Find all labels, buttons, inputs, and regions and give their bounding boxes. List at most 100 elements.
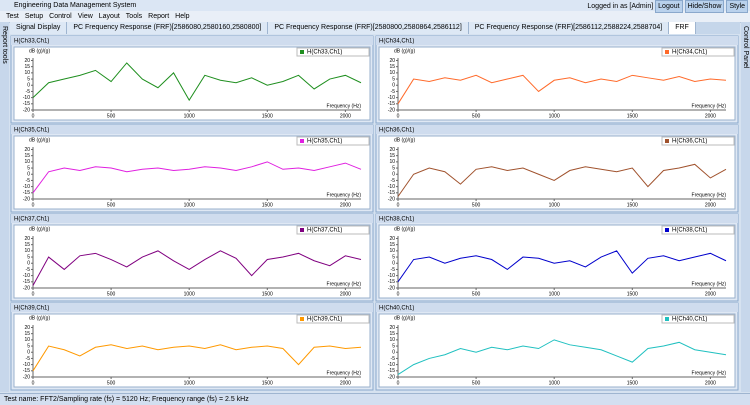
- legend-box: [661, 47, 735, 57]
- y-axis-label: dB (g)/(g): [394, 137, 415, 143]
- y-tick-label: 15: [389, 242, 395, 248]
- plot-box: [378, 224, 736, 299]
- menu-item[interactable]: Test: [6, 13, 19, 20]
- menu-item[interactable]: Report: [148, 13, 170, 20]
- y-tick-label: -15: [388, 368, 395, 374]
- button[interactable]: Hide/Show: [684, 0, 725, 13]
- panel-header: [11, 125, 373, 134]
- title-bar: Engineering Data Management System: [0, 0, 750, 11]
- legend-label: H(Ch39,Ch1): [307, 317, 342, 323]
- x-tick-label: 1000: [184, 113, 195, 119]
- y-tick-label: -15: [388, 101, 395, 107]
- left-toolbar[interactable]: Report tools: [0, 22, 9, 392]
- y-tick-label: 0: [27, 261, 30, 267]
- x-tick-label: 2000: [705, 202, 716, 208]
- left-tool-label[interactable]: Report tools: [1, 26, 8, 64]
- plot-box: [378, 135, 736, 210]
- y-tick-label: 10: [389, 248, 395, 254]
- panel: [375, 213, 739, 302]
- x-tick-label: 1500: [627, 202, 638, 208]
- y-tick-label: -5: [391, 356, 396, 362]
- button[interactable]: Logout: [655, 0, 683, 13]
- menu-item[interactable]: View: [77, 13, 93, 20]
- x-tick-label: 1000: [549, 380, 560, 386]
- y-tick-label: 0: [27, 172, 30, 178]
- plot-box: [13, 224, 371, 299]
- window-title: Engineering Data Management System: [14, 2, 137, 9]
- button[interactable]: Style: [726, 0, 748, 13]
- line: [397, 74, 727, 105]
- legend-swatch: [300, 50, 304, 54]
- y-axis-label: dB (g)/(g): [29, 315, 50, 321]
- legend-swatch: [300, 228, 304, 232]
- y-tick-label: 10: [389, 70, 395, 76]
- x-axis-label: Frequency (Hz): [327, 370, 362, 376]
- panel-header: [11, 214, 373, 223]
- y-tick-label: -10: [388, 184, 395, 190]
- legend-box: [661, 136, 735, 146]
- legend-label: H(Ch37,Ch1): [307, 228, 342, 234]
- legend-swatch: [665, 50, 669, 54]
- y-tick-label: -20: [388, 285, 395, 291]
- menu-item[interactable]: Layout: [98, 13, 120, 20]
- panel-header: [11, 303, 373, 312]
- y-tick-label: 15: [389, 153, 395, 159]
- y-tick-label: 10: [389, 159, 395, 165]
- y-tick-label: -15: [23, 101, 30, 107]
- legend-box: [296, 225, 370, 235]
- y-tick-label: 15: [24, 64, 30, 70]
- y-tick-label: -15: [23, 279, 30, 285]
- menu-item[interactable]: Control: [49, 13, 72, 20]
- plot-box: [13, 46, 371, 121]
- legend-swatch: [665, 228, 669, 232]
- y-tick-label: -15: [388, 190, 395, 196]
- panel: [10, 213, 374, 302]
- y-tick-label: -15: [23, 190, 30, 196]
- y-tick-label: -5: [26, 356, 31, 362]
- tab[interactable]: PC Frequency Response (FRF)[2580800,2580…: [268, 22, 469, 34]
- x-axis-label: Frequency (Hz): [327, 281, 362, 287]
- y-axis-label: dB (g)/(g): [29, 48, 50, 54]
- menu-item[interactable]: Setup: [24, 13, 44, 20]
- y-tick-label: -20: [388, 374, 395, 380]
- legend-box: [296, 47, 370, 57]
- y-axis-label: dB (g)/(g): [394, 48, 415, 54]
- legend-label: H(Ch33,Ch1): [307, 50, 342, 56]
- y-tick-label: -20: [23, 285, 30, 291]
- tab[interactable]: PC Frequency Response (FRF)[2586080,2580…: [67, 22, 269, 34]
- y-tick-label: 0: [27, 350, 30, 356]
- y-tick-label: 20: [24, 325, 30, 331]
- panel-header: [376, 303, 738, 312]
- tab[interactable]: FRF: [669, 22, 696, 34]
- x-tick-label: 0: [32, 113, 35, 119]
- y-tick-label: -10: [388, 95, 395, 101]
- y-tick-label: 10: [24, 248, 30, 254]
- x-tick-label: 0: [397, 113, 400, 119]
- x-tick-label: 1500: [627, 113, 638, 119]
- x-tick-label: 500: [472, 380, 481, 386]
- menu-item[interactable]: Help: [175, 13, 190, 20]
- right-toolbar[interactable]: Control Panel: [741, 22, 750, 392]
- tab[interactable]: PC Frequency Response (FRF)[2586112,2588…: [468, 22, 670, 34]
- x-tick-label: 0: [32, 380, 35, 386]
- y-tick-label: -20: [388, 196, 395, 202]
- right-tool-label[interactable]: Control Panel: [742, 26, 749, 69]
- panel-title: H(Ch36,Ch1): [379, 128, 414, 134]
- menu-item[interactable]: Tools: [125, 13, 143, 20]
- status-text: Test name: FFT2/Sampling rate (fs) = 512…: [4, 396, 249, 403]
- line: [397, 250, 727, 283]
- y-tick-label: -20: [23, 374, 30, 380]
- y-tick-label: 5: [392, 165, 395, 171]
- legend-box: [661, 225, 735, 235]
- panel-header: [376, 125, 738, 134]
- panel: [375, 124, 739, 213]
- x-tick-label: 500: [107, 202, 116, 208]
- tab[interactable]: Signal Display: [10, 22, 68, 34]
- y-tick-label: 5: [392, 343, 395, 349]
- x-tick-label: 1500: [627, 291, 638, 297]
- y-tick-label: -5: [391, 89, 396, 95]
- legend-label: H(Ch36,Ch1): [672, 139, 707, 145]
- x-tick-label: 1500: [627, 380, 638, 386]
- legend-swatch: [300, 139, 304, 143]
